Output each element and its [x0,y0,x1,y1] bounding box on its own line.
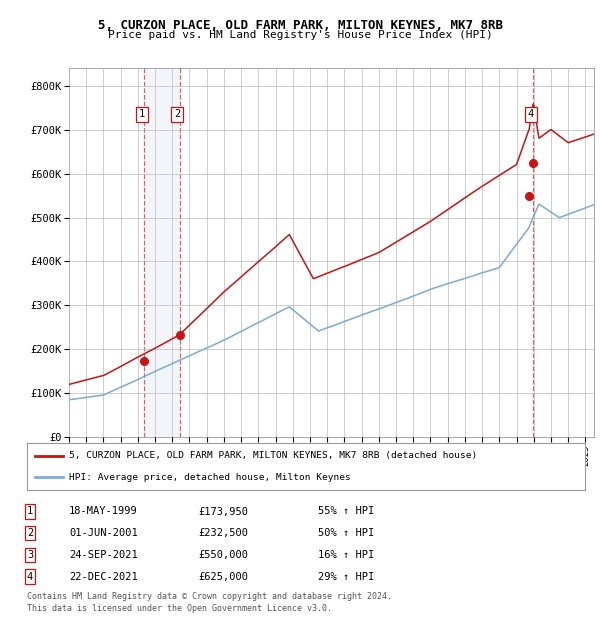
Text: 01-JUN-2001: 01-JUN-2001 [69,528,138,538]
Text: 2: 2 [27,528,33,538]
Text: 16% ↑ HPI: 16% ↑ HPI [318,550,374,560]
Text: 22-DEC-2021: 22-DEC-2021 [69,572,138,582]
Text: 4: 4 [27,572,33,582]
Text: Contains HM Land Registry data © Crown copyright and database right 2024.: Contains HM Land Registry data © Crown c… [27,592,392,601]
Bar [145,68,179,437]
Text: Price paid vs. HM Land Registry's House Price Index (HPI): Price paid vs. HM Land Registry's House … [107,30,493,40]
Text: £232,500: £232,500 [198,528,248,538]
Text: 24-SEP-2021: 24-SEP-2021 [69,550,138,560]
Text: 55% ↑ HPI: 55% ↑ HPI [318,507,374,516]
Text: 18-MAY-1999: 18-MAY-1999 [69,507,138,516]
Text: 1: 1 [27,507,33,516]
Text: 2: 2 [174,109,180,119]
Text: HPI: Average price, detached house, Milton Keynes: HPI: Average price, detached house, Milt… [69,472,350,482]
Text: 3: 3 [27,550,33,560]
Text: 4: 4 [528,109,534,119]
Text: 50% ↑ HPI: 50% ↑ HPI [318,528,374,538]
Text: £173,950: £173,950 [198,507,248,516]
Text: 5, CURZON PLACE, OLD FARM PARK, MILTON KEYNES, MK7 8RB: 5, CURZON PLACE, OLD FARM PARK, MILTON K… [97,19,503,32]
Text: £550,000: £550,000 [198,550,248,560]
Text: £625,000: £625,000 [198,572,248,582]
Text: This data is licensed under the Open Government Licence v3.0.: This data is licensed under the Open Gov… [27,603,332,613]
Text: 5, CURZON PLACE, OLD FARM PARK, MILTON KEYNES, MK7 8RB (detached house): 5, CURZON PLACE, OLD FARM PARK, MILTON K… [69,451,477,461]
Text: 29% ↑ HPI: 29% ↑ HPI [318,572,374,582]
Text: 1: 1 [139,109,145,119]
